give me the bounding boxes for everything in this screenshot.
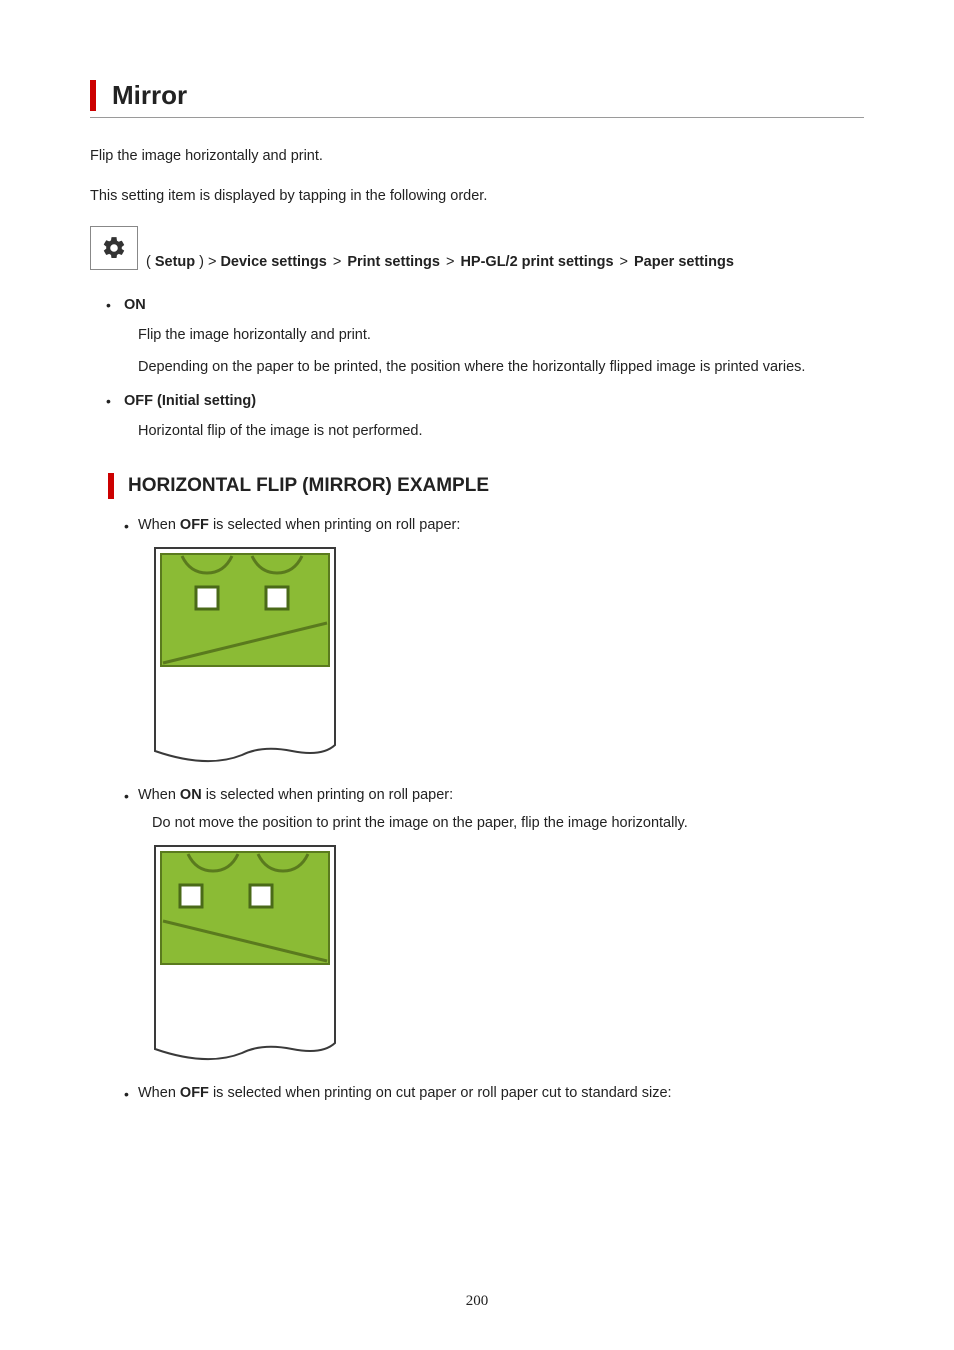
option-on-line1: Flip the image horizontally and print. bbox=[138, 324, 864, 346]
intro-para-2: This setting item is displayed by tappin… bbox=[90, 186, 864, 208]
option-on-label: ON bbox=[124, 297, 146, 313]
bc-setup-open: ( bbox=[146, 254, 151, 270]
diagram-on-roll bbox=[152, 843, 864, 1067]
on-roll-bold: ON bbox=[180, 787, 202, 803]
bc-setup: Setup bbox=[155, 254, 195, 270]
option-on: ON Flip the image horizontally and print… bbox=[120, 296, 864, 379]
bc-print-settings: Print settings bbox=[347, 254, 440, 270]
off-roll-prefix: When bbox=[138, 517, 180, 533]
bc-sep-1: > bbox=[333, 254, 341, 270]
bc-setup-close: ) > bbox=[199, 254, 216, 270]
off-cut-bold: OFF bbox=[180, 1085, 209, 1101]
off-cut-suffix: is selected when printing on cut paper o… bbox=[209, 1085, 672, 1101]
intro-para-1: Flip the image horizontally and print. bbox=[90, 146, 864, 168]
example-off-roll: When OFF is selected when printing on ro… bbox=[138, 517, 864, 769]
page-title: Mirror bbox=[90, 80, 864, 111]
diagram-off-roll bbox=[152, 545, 864, 769]
example-on-roll: When ON is selected when printing on rol… bbox=[138, 787, 864, 1067]
on-roll-suffix: is selected when printing on roll paper: bbox=[202, 787, 453, 803]
option-off-line1: Horizontal flip of the image is not perf… bbox=[138, 420, 864, 442]
option-on-line2: Depending on the paper to be printed, th… bbox=[138, 356, 864, 378]
off-cut-prefix: When bbox=[138, 1085, 180, 1101]
example-heading: HORIZONTAL FLIP (MIRROR) EXAMPLE bbox=[128, 475, 489, 497]
off-roll-suffix: is selected when printing on roll paper: bbox=[209, 517, 460, 533]
page-number: 200 bbox=[0, 1293, 954, 1310]
option-off-label: OFF (Initial setting) bbox=[124, 393, 256, 409]
bc-sep-3: > bbox=[620, 254, 628, 270]
option-off: OFF (Initial setting) Horizontal flip of… bbox=[120, 392, 864, 442]
on-roll-prefix: When bbox=[138, 787, 180, 803]
h2-accent-bar bbox=[108, 473, 114, 499]
bc-sep-2: > bbox=[446, 254, 454, 270]
example-off-cut: When OFF is selected when printing on cu… bbox=[138, 1085, 864, 1101]
off-roll-bold: OFF bbox=[180, 517, 209, 533]
bc-hpgl2: HP-GL/2 print settings bbox=[460, 254, 613, 270]
bc-device-settings: Device settings bbox=[220, 254, 326, 270]
bc-paper-settings: Paper settings bbox=[634, 254, 734, 270]
breadcrumb: ( Setup ) > Device settings > Print sett… bbox=[90, 226, 864, 270]
setup-gear-icon bbox=[90, 226, 138, 270]
on-roll-desc: Do not move the position to print the im… bbox=[152, 815, 864, 831]
